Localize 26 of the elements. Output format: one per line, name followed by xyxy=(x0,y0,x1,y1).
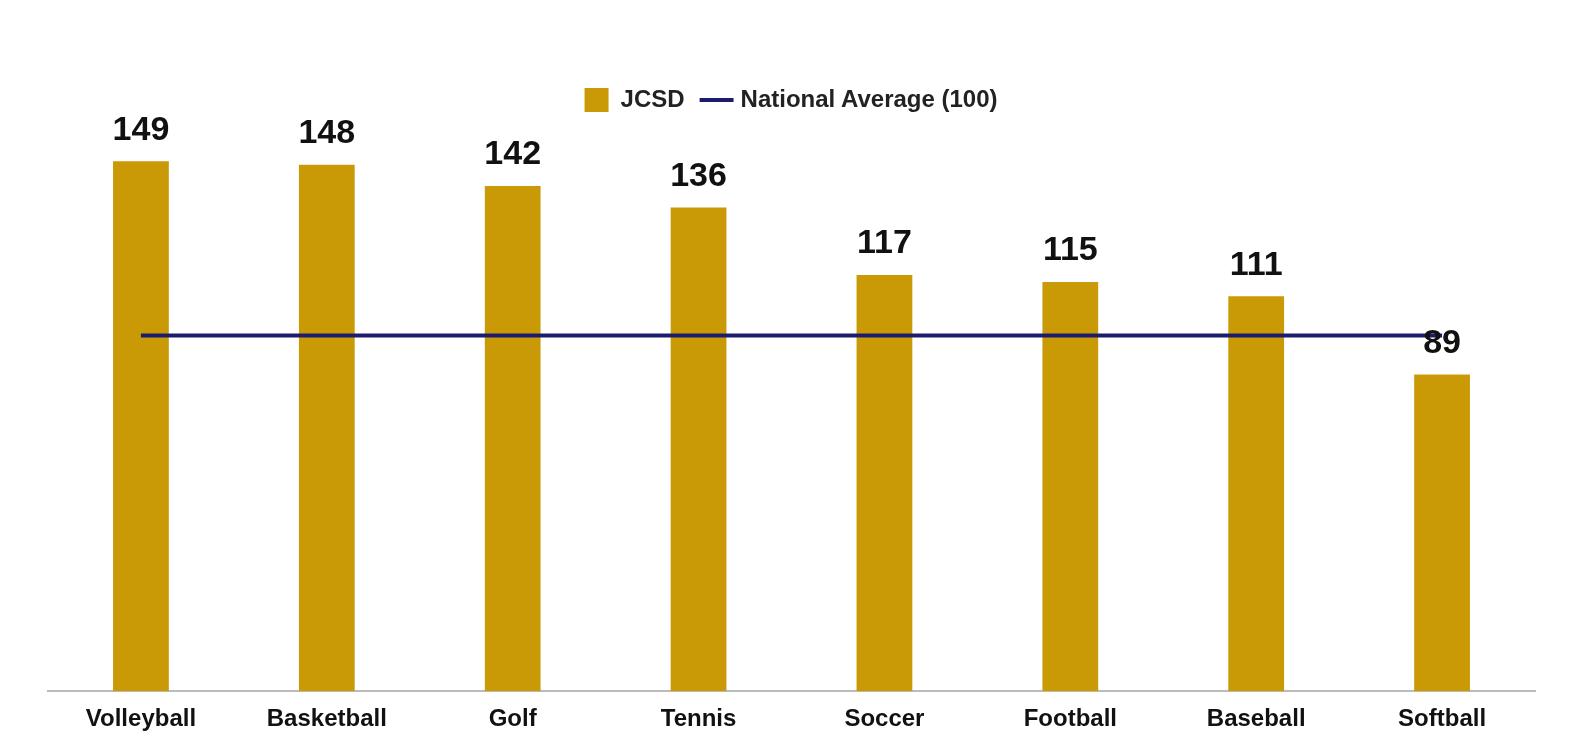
bar xyxy=(1042,282,1099,692)
data-label: 115 xyxy=(1042,229,1098,268)
legend-label: National Average (100) xyxy=(740,84,998,112)
legend-label: JCSD xyxy=(620,84,685,112)
data-label: 89 xyxy=(1423,321,1461,360)
bar xyxy=(670,207,727,692)
x-tick-label: Baseball xyxy=(1206,704,1306,732)
bar xyxy=(484,186,541,692)
x-tick-label: Football xyxy=(1023,704,1117,732)
x-tick-label: Soccer xyxy=(844,704,925,732)
data-label: 142 xyxy=(484,133,542,172)
data-label: 136 xyxy=(670,154,727,193)
x-tick-label: Volleyball xyxy=(85,704,197,732)
data-label: 117 xyxy=(857,222,912,261)
x-tick-label: Golf xyxy=(488,704,538,732)
x-tick-label: Basketball xyxy=(266,704,387,732)
x-tick-label: Softball xyxy=(1398,704,1487,732)
data-label: 148 xyxy=(298,112,356,151)
bar xyxy=(856,274,913,692)
bar xyxy=(113,161,169,692)
bar xyxy=(298,164,355,692)
data-label: 111 xyxy=(1229,243,1283,282)
data-label: 149 xyxy=(112,108,170,147)
bar xyxy=(1414,374,1470,692)
x-tick-label: Tennis xyxy=(660,704,737,732)
bar xyxy=(1228,296,1285,692)
